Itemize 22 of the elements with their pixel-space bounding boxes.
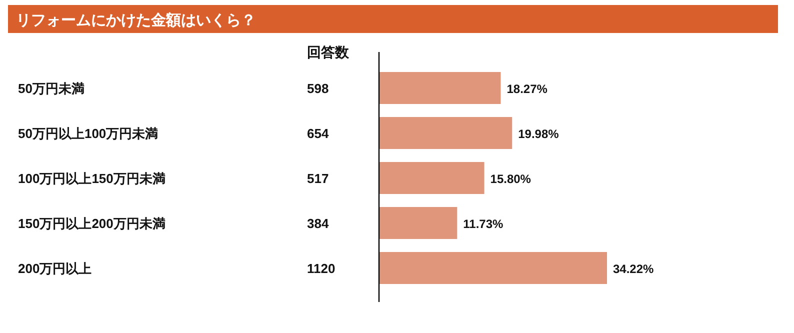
text: 384 — [307, 216, 330, 231]
bar — [379, 162, 484, 194]
text: リフォームにかけた金額はいくら？ — [16, 12, 256, 29]
data-label: 19.98% — [518, 127, 560, 141]
bar — [379, 72, 501, 104]
bar — [379, 117, 512, 149]
text: 598 — [307, 81, 329, 96]
y-tick-label: 100万円以上150万円未満 — [18, 171, 166, 186]
y-tick-label: 50万円未満 — [18, 81, 84, 96]
y-tick-label: 150万円以上200万円未満 — [18, 216, 166, 231]
text: 1120 — [307, 261, 336, 276]
y-tick-label: 50万円以上100万円未満 — [18, 126, 158, 141]
text: 654 — [307, 126, 330, 141]
data-label: 34.22% — [613, 262, 654, 276]
y-tick-label: 200万円以上 — [18, 261, 92, 276]
text: 回答数 — [307, 44, 350, 60]
bar — [379, 207, 458, 239]
bar — [379, 252, 607, 284]
data-label: 15.80% — [490, 172, 532, 186]
data-label: 18.27% — [506, 82, 548, 96]
text: 517 — [307, 171, 329, 186]
data-label: 11.73% — [463, 217, 504, 231]
